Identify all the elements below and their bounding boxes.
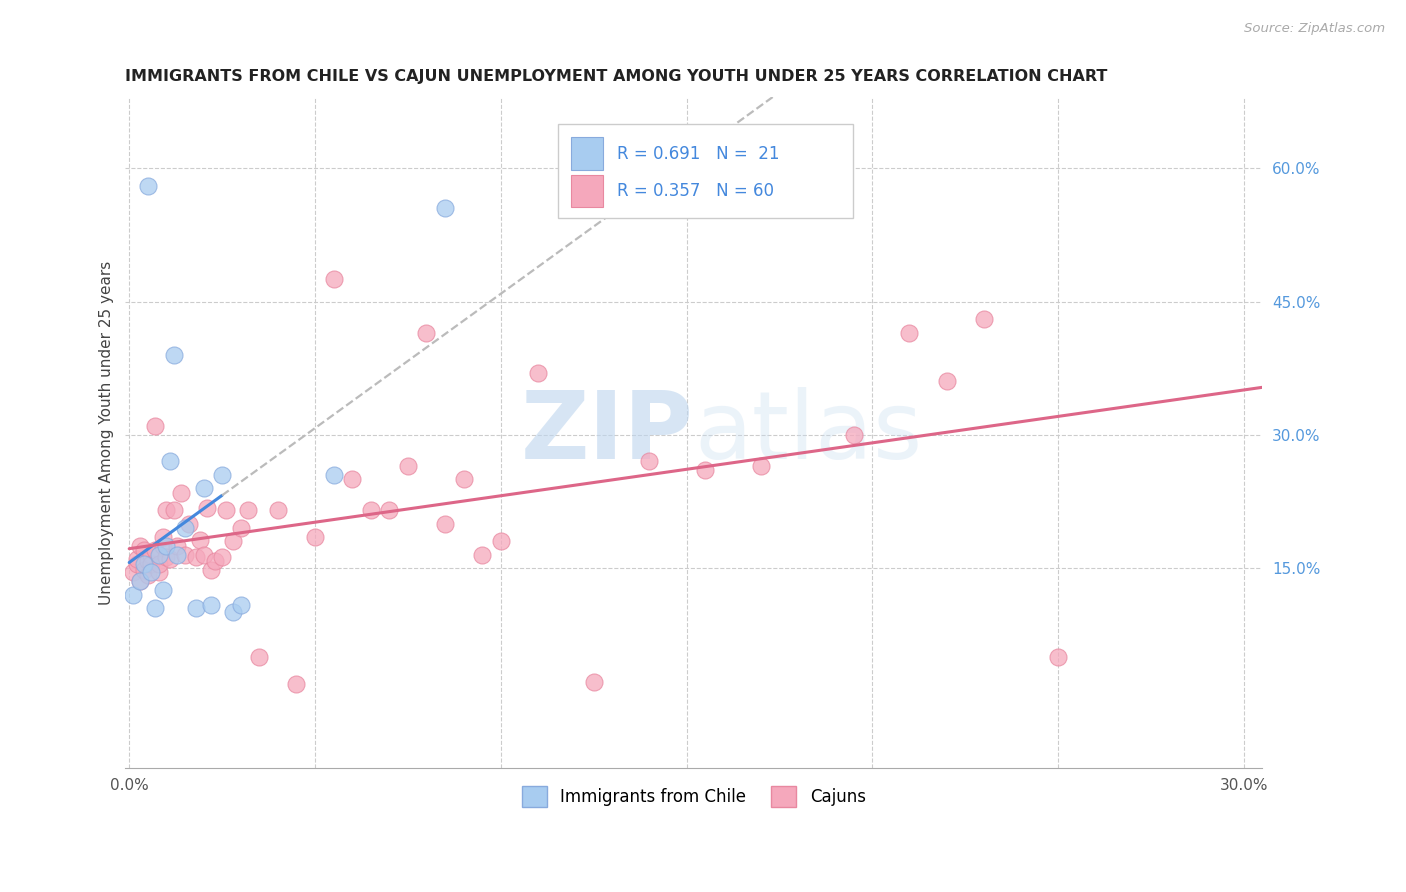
Point — [152, 583, 174, 598]
Point — [285, 676, 308, 690]
Point — [136, 179, 159, 194]
Point — [215, 503, 238, 517]
Point — [143, 601, 166, 615]
Point — [141, 557, 163, 571]
Point — [125, 552, 148, 566]
Point — [229, 521, 252, 535]
Text: ZIP: ZIP — [522, 386, 695, 479]
Point — [193, 481, 215, 495]
Point — [898, 326, 921, 340]
Point — [163, 503, 186, 517]
Point — [222, 534, 245, 549]
Point — [195, 500, 218, 515]
Point — [935, 375, 957, 389]
Point — [166, 539, 188, 553]
Point — [122, 588, 145, 602]
Point — [582, 674, 605, 689]
Point — [152, 539, 174, 553]
Point — [163, 348, 186, 362]
Point — [322, 467, 344, 482]
Point — [360, 503, 382, 517]
Point — [638, 454, 661, 468]
Text: Source: ZipAtlas.com: Source: ZipAtlas.com — [1244, 22, 1385, 36]
Point — [148, 548, 170, 562]
Point — [378, 503, 401, 517]
Point — [136, 568, 159, 582]
Point — [132, 557, 155, 571]
Point — [229, 599, 252, 613]
Point — [453, 472, 475, 486]
Point — [159, 552, 181, 566]
Point — [193, 548, 215, 562]
Point — [125, 557, 148, 571]
Point — [304, 530, 326, 544]
Point — [141, 566, 163, 580]
Point — [267, 503, 290, 517]
Point — [211, 467, 233, 482]
Point — [184, 601, 207, 615]
Text: R = 0.691   N =  21: R = 0.691 N = 21 — [617, 145, 779, 162]
Point — [1047, 649, 1070, 664]
Point — [155, 539, 177, 553]
Point — [489, 534, 512, 549]
Point — [155, 550, 177, 565]
Point — [132, 563, 155, 577]
FancyBboxPatch shape — [558, 124, 853, 218]
Y-axis label: Unemployment Among Youth under 25 years: Unemployment Among Youth under 25 years — [100, 260, 114, 605]
Point — [166, 548, 188, 562]
Point — [434, 201, 457, 215]
Point — [222, 606, 245, 620]
Point — [236, 503, 259, 517]
Point — [132, 543, 155, 558]
Point — [122, 566, 145, 580]
Point — [129, 574, 152, 589]
Point — [129, 539, 152, 553]
Point — [148, 557, 170, 571]
Point — [174, 548, 197, 562]
Point — [211, 550, 233, 565]
Point — [174, 521, 197, 535]
Point — [136, 554, 159, 568]
Point — [842, 427, 865, 442]
Point — [129, 574, 152, 589]
Point — [143, 543, 166, 558]
Point — [396, 458, 419, 473]
Point — [148, 566, 170, 580]
FancyBboxPatch shape — [571, 175, 603, 207]
Point — [170, 485, 193, 500]
Point — [322, 272, 344, 286]
Point — [200, 563, 222, 577]
Legend: Immigrants from Chile, Cajuns: Immigrants from Chile, Cajuns — [516, 780, 873, 814]
Point — [141, 548, 163, 562]
Point — [188, 533, 211, 547]
Point — [200, 599, 222, 613]
Text: atlas: atlas — [695, 386, 922, 479]
Point — [184, 550, 207, 565]
Point — [155, 503, 177, 517]
Point — [973, 312, 995, 326]
Point — [177, 516, 200, 531]
Point — [340, 472, 363, 486]
Point — [247, 649, 270, 664]
Point — [415, 326, 437, 340]
Text: R = 0.357   N = 60: R = 0.357 N = 60 — [617, 182, 773, 200]
Point — [695, 463, 717, 477]
Point — [527, 366, 550, 380]
FancyBboxPatch shape — [571, 137, 603, 169]
Point — [471, 548, 494, 562]
Point — [143, 418, 166, 433]
Text: IMMIGRANTS FROM CHILE VS CAJUN UNEMPLOYMENT AMONG YOUTH UNDER 25 YEARS CORRELATI: IMMIGRANTS FROM CHILE VS CAJUN UNEMPLOYM… — [125, 69, 1108, 84]
Point — [204, 554, 226, 568]
Point — [152, 530, 174, 544]
Point — [749, 458, 772, 473]
Point — [159, 454, 181, 468]
Point — [434, 516, 457, 531]
